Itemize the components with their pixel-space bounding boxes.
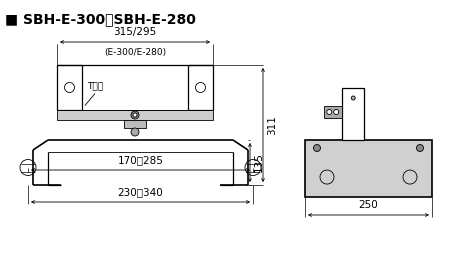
Text: ■ SBH-E-300／SBH-E-280: ■ SBH-E-300／SBH-E-280 — [5, 12, 196, 26]
Bar — [324, 106, 341, 118]
Bar — [304, 140, 431, 197]
Bar — [341, 88, 364, 140]
Circle shape — [131, 111, 139, 119]
Text: 311: 311 — [266, 115, 276, 135]
Circle shape — [415, 145, 423, 152]
Text: 135: 135 — [253, 153, 263, 172]
Text: 170～285: 170～285 — [118, 155, 163, 165]
Circle shape — [131, 128, 139, 136]
Circle shape — [351, 96, 354, 100]
Circle shape — [133, 113, 137, 117]
Circle shape — [313, 145, 320, 152]
Bar — [124, 120, 146, 128]
Text: 250: 250 — [358, 200, 378, 210]
Circle shape — [326, 109, 331, 114]
Circle shape — [333, 109, 338, 114]
Bar — [57, 65, 82, 110]
Text: (E-300/E-280): (E-300/E-280) — [104, 48, 166, 57]
Bar — [57, 110, 213, 120]
Bar — [188, 65, 213, 110]
Text: 315/295: 315/295 — [113, 27, 156, 37]
Text: Tバー: Tバー — [87, 81, 103, 90]
Text: 230～340: 230～340 — [118, 187, 163, 197]
